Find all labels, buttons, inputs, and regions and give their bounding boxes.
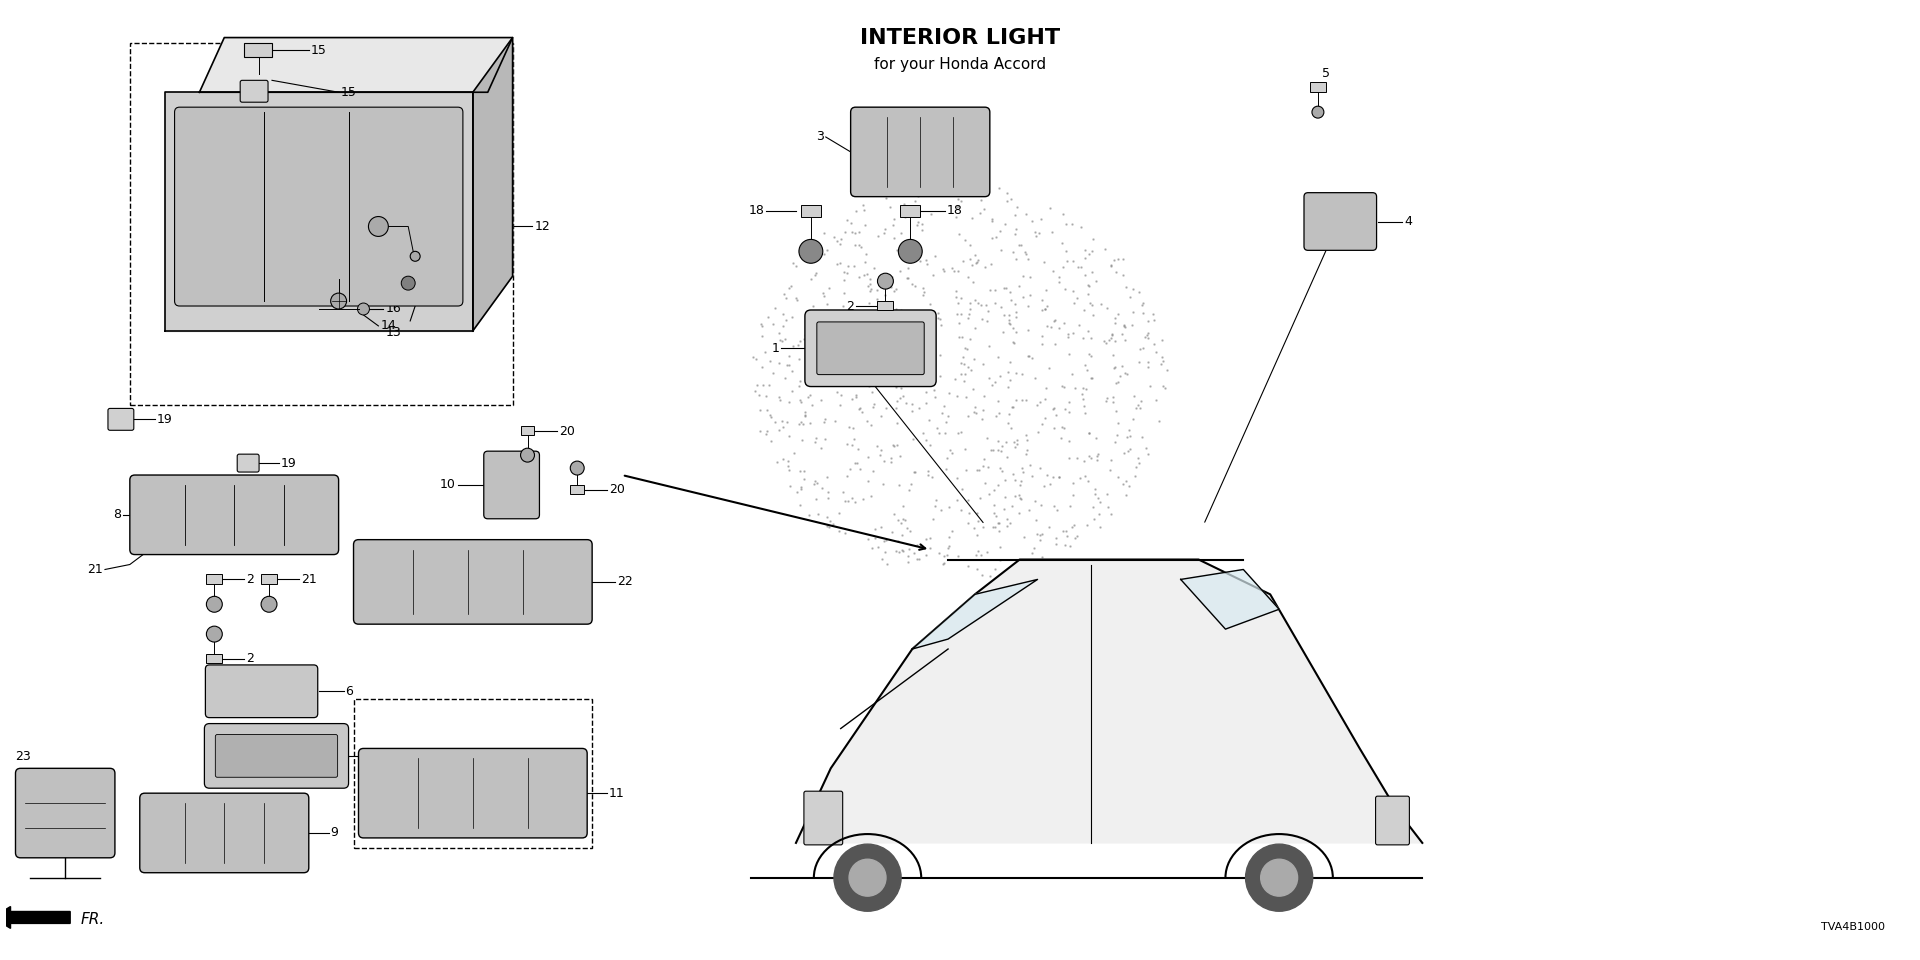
Circle shape [1311, 107, 1325, 118]
Text: 20: 20 [559, 424, 576, 438]
Text: 11: 11 [609, 786, 624, 800]
Text: TVA4B1000: TVA4B1000 [1820, 923, 1885, 932]
FancyArrow shape [0, 906, 71, 928]
Bar [131, 42, 513, 405]
FancyBboxPatch shape [353, 540, 591, 624]
Text: 1: 1 [772, 342, 780, 355]
Text: 2: 2 [246, 653, 253, 665]
FancyBboxPatch shape [484, 451, 540, 518]
Polygon shape [797, 560, 1423, 843]
Polygon shape [165, 92, 472, 331]
FancyBboxPatch shape [804, 310, 937, 387]
Circle shape [877, 274, 893, 289]
Bar [1309, 83, 1327, 92]
Text: 2: 2 [845, 300, 854, 313]
FancyBboxPatch shape [804, 791, 843, 845]
Circle shape [357, 303, 369, 315]
Circle shape [570, 461, 584, 475]
Text: 19: 19 [280, 457, 298, 469]
FancyBboxPatch shape [1304, 193, 1377, 251]
Circle shape [261, 596, 276, 612]
FancyBboxPatch shape [205, 665, 317, 718]
Bar [353, 699, 591, 848]
Text: 16: 16 [386, 302, 401, 316]
Polygon shape [200, 37, 513, 92]
Circle shape [330, 293, 348, 309]
Text: 15: 15 [340, 85, 357, 99]
Text: 4: 4 [1404, 215, 1413, 228]
Text: 6: 6 [346, 684, 353, 698]
Bar [570, 485, 584, 493]
Bar [520, 426, 534, 435]
Circle shape [369, 217, 388, 236]
Text: 13: 13 [386, 326, 401, 339]
Text: 23: 23 [15, 751, 31, 763]
Text: INTERIOR LIGHT: INTERIOR LIGHT [860, 28, 1060, 48]
Circle shape [799, 239, 824, 263]
Text: 20: 20 [609, 484, 624, 496]
Circle shape [1261, 859, 1298, 896]
Bar [205, 654, 223, 663]
Bar [801, 204, 822, 217]
Text: 15: 15 [311, 44, 326, 57]
Text: 10: 10 [440, 478, 455, 492]
FancyBboxPatch shape [215, 734, 338, 778]
Text: 21: 21 [86, 563, 104, 576]
FancyBboxPatch shape [204, 724, 349, 788]
Text: 17: 17 [440, 260, 455, 273]
Text: 2: 2 [246, 573, 253, 586]
Text: 19: 19 [157, 413, 173, 426]
Text: 5: 5 [1321, 67, 1331, 81]
Circle shape [401, 276, 415, 290]
FancyBboxPatch shape [15, 768, 115, 858]
FancyBboxPatch shape [175, 108, 463, 306]
FancyBboxPatch shape [1375, 796, 1409, 845]
Bar [205, 574, 223, 585]
Circle shape [205, 596, 223, 612]
Text: 14: 14 [380, 320, 396, 332]
Text: 22: 22 [616, 575, 634, 588]
Text: 21: 21 [301, 573, 317, 586]
Bar [877, 301, 893, 310]
Polygon shape [472, 37, 513, 331]
Text: 18: 18 [749, 204, 764, 217]
Circle shape [849, 859, 885, 896]
Polygon shape [1181, 569, 1279, 629]
Circle shape [899, 239, 922, 263]
Text: 12: 12 [534, 220, 551, 233]
FancyBboxPatch shape [131, 475, 338, 555]
FancyBboxPatch shape [108, 408, 134, 430]
Text: FR.: FR. [81, 912, 104, 927]
Text: 9: 9 [330, 827, 338, 839]
Text: for your Honda Accord: for your Honda Accord [874, 58, 1046, 72]
FancyBboxPatch shape [238, 454, 259, 472]
Text: 18: 18 [947, 204, 964, 217]
FancyBboxPatch shape [816, 322, 924, 374]
Circle shape [520, 448, 534, 462]
Text: 7: 7 [371, 750, 378, 762]
Bar [244, 42, 273, 58]
Polygon shape [912, 580, 1037, 649]
Circle shape [833, 844, 900, 911]
FancyBboxPatch shape [359, 749, 588, 838]
Bar [261, 574, 276, 585]
Bar [900, 204, 920, 217]
Circle shape [205, 626, 223, 642]
Text: 3: 3 [816, 131, 824, 143]
FancyBboxPatch shape [851, 108, 991, 197]
Circle shape [1246, 844, 1313, 911]
FancyBboxPatch shape [240, 81, 269, 102]
Text: 8: 8 [113, 508, 121, 521]
FancyBboxPatch shape [140, 793, 309, 873]
Circle shape [411, 252, 420, 261]
